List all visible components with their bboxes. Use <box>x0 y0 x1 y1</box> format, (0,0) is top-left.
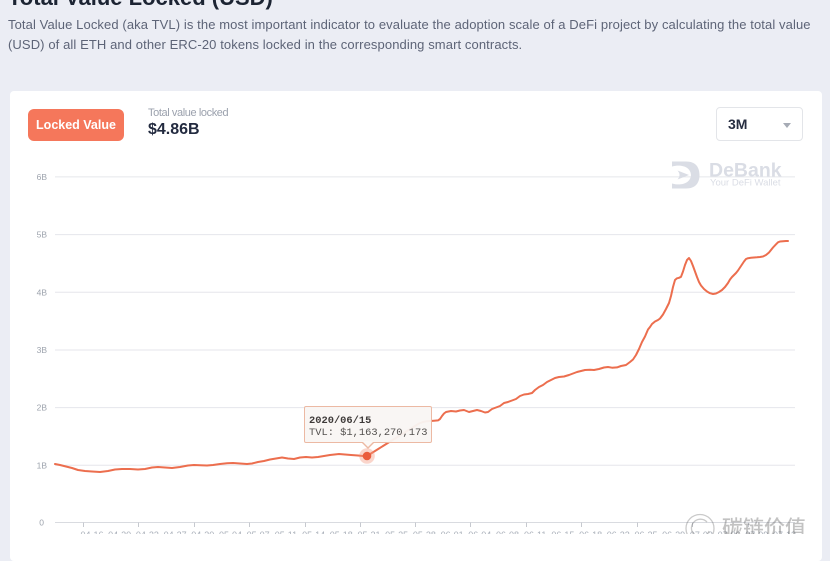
svg-text:06-01: 06-01 <box>441 530 464 534</box>
svg-text:04-30: 04-30 <box>191 530 214 534</box>
svg-text:05-14: 05-14 <box>302 530 325 534</box>
svg-text:2B: 2B <box>37 403 48 413</box>
svg-text:5B: 5B <box>37 230 48 240</box>
svg-text:05-07: 05-07 <box>247 530 270 534</box>
svg-text:04-16: 04-16 <box>80 530 103 534</box>
svg-text:4B: 4B <box>37 287 48 297</box>
svg-text:07-06: 07-06 <box>718 530 741 534</box>
svg-text:05-28: 05-28 <box>413 530 436 534</box>
svg-text:06-25: 06-25 <box>634 530 657 534</box>
svg-text:Your DeFi Wallet: Your DeFi Wallet <box>710 178 781 189</box>
svg-text:06-08: 06-08 <box>496 530 519 534</box>
svg-text:6B: 6B <box>37 172 48 182</box>
svg-text:04-23: 04-23 <box>136 530 159 534</box>
svg-text:06-15: 06-15 <box>551 530 574 534</box>
svg-text:0: 0 <box>39 518 44 528</box>
svg-text:06-29: 06-29 <box>662 530 685 534</box>
svg-text:1B: 1B <box>37 460 48 470</box>
svg-text:04-27: 04-27 <box>164 530 187 534</box>
svg-text:07-09: 07-09 <box>745 530 768 534</box>
svg-text:06-18: 06-18 <box>579 530 602 534</box>
svg-text:DeBank: DeBank <box>709 160 782 182</box>
svg-text:06-11: 06-11 <box>524 530 546 534</box>
svg-text:04-20: 04-20 <box>108 530 131 534</box>
svg-text:07-13: 07-13 <box>773 530 796 534</box>
svg-text:05-25: 05-25 <box>385 530 408 534</box>
svg-text:07-02: 07-02 <box>690 530 713 534</box>
svg-text:05-21: 05-21 <box>357 530 380 534</box>
svg-text:05-04: 05-04 <box>219 530 242 534</box>
svg-text:05-11: 05-11 <box>275 530 297 534</box>
svg-text:3B: 3B <box>37 345 48 355</box>
svg-text:05-18: 05-18 <box>330 530 353 534</box>
svg-text:06-04: 06-04 <box>468 530 491 534</box>
svg-text:06-22: 06-22 <box>607 530 630 534</box>
